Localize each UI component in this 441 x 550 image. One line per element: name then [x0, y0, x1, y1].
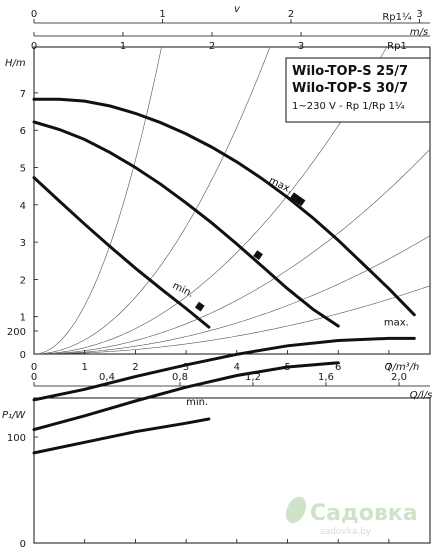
- system-curve: [34, 47, 388, 354]
- rp114-label: Rp1¼: [382, 11, 412, 23]
- v-tick-label-rp114: 0: [31, 9, 37, 20]
- power-plot-frame: [33, 397, 431, 544]
- chart-subtitle: 1~230 V - Rp 1/Rp 1¼: [292, 100, 405, 112]
- power-curve-max: [32, 336, 416, 402]
- speed-marker-max: [289, 192, 306, 207]
- v-axis-label: v: [234, 4, 241, 15]
- ls-tick-label: 1,6: [318, 372, 334, 383]
- ls-tick-label: 2,0: [391, 372, 407, 383]
- watermark-leaf-shape: [285, 496, 307, 524]
- power-curve-min: [32, 417, 211, 455]
- p-axis-label: P₁/W: [2, 410, 26, 421]
- p-tick-label: 0: [20, 539, 26, 550]
- q-tick-label: 7: [386, 362, 392, 373]
- chart-title: Wilo-TOP-S 25/7: [292, 64, 408, 79]
- head-curve-min: [32, 176, 211, 329]
- power-curve-mid: [32, 361, 340, 432]
- h-tick-label: 5: [20, 164, 26, 175]
- h-tick-label: 2: [20, 275, 26, 286]
- chart-title-2: Wilo-TOP-S 30/7: [292, 81, 408, 96]
- head-annotation-min: min.: [171, 280, 196, 300]
- system-curve: [34, 47, 162, 354]
- power-annotation-min: min.: [186, 397, 208, 408]
- h-tick-label: 1: [20, 313, 26, 324]
- v-tick-label-rp114: 2: [288, 9, 294, 20]
- q-axis-label: Q/m³/h: [385, 362, 420, 373]
- q-tick-label: 2: [132, 362, 138, 373]
- q-tick-label: 4: [234, 362, 240, 373]
- system-curve: [34, 47, 271, 354]
- h-tick-label: 4: [20, 201, 26, 212]
- p-tick-label: 100: [7, 433, 26, 444]
- h-tick-label: 7: [20, 89, 26, 100]
- watermark-text: Садовка: [310, 501, 418, 526]
- v-tick-label-rp114: 3: [416, 9, 422, 20]
- h-tick-label: 0: [20, 350, 26, 361]
- h-axis-label: H/m: [5, 58, 26, 69]
- v-tick-label-rp114: 1: [159, 9, 165, 20]
- power-annotation-max: max.: [384, 318, 409, 329]
- head-curve-max: [32, 97, 416, 317]
- ls-tick-label: 0,4: [99, 372, 115, 383]
- system-curves: [34, 47, 430, 354]
- ls-tick-label: 0,8: [172, 372, 188, 383]
- ls-tick-label: 1,2: [245, 372, 261, 383]
- q-tick-label: 3: [183, 362, 189, 373]
- speed-marker-min: [194, 301, 205, 312]
- head-curve-mid: [32, 120, 340, 328]
- system-curve: [34, 285, 430, 354]
- q-tick-label: 0: [31, 362, 37, 373]
- ls-tick-label: 0: [31, 372, 37, 383]
- watermark-leaf-icon: [285, 496, 307, 524]
- p-tick-label: 200: [7, 327, 26, 338]
- ls-axis-label: Q/l/s: [410, 390, 433, 401]
- system-curve: [34, 235, 430, 354]
- system-curve: [34, 148, 430, 354]
- speed-marker-mid: [253, 250, 263, 261]
- watermark-url: sadovka.by: [320, 527, 372, 537]
- title-box: [285, 57, 431, 123]
- h-tick-label: 3: [20, 238, 26, 249]
- v-unit-label: m/s: [410, 27, 428, 38]
- q-tick-label: 6: [335, 362, 341, 373]
- q-tick-label: 1: [82, 362, 88, 373]
- h-tick-label: 6: [20, 126, 26, 137]
